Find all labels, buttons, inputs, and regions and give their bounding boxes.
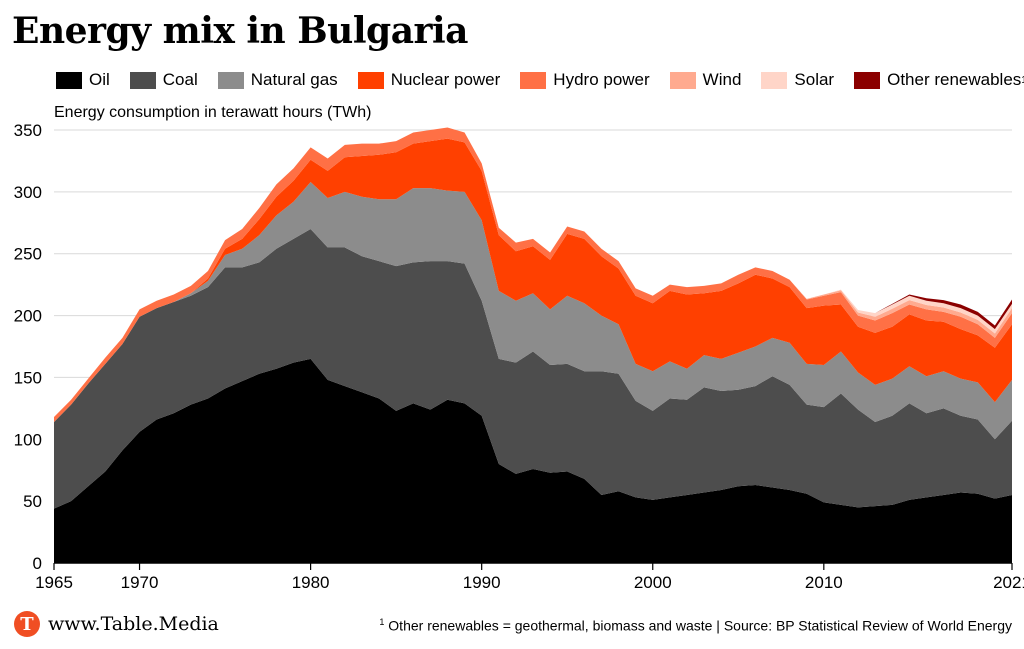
y-tick-label-300: 300 (14, 183, 42, 202)
x-tick-label-2021: 2021 (993, 573, 1024, 592)
y-tick-label-250: 250 (14, 245, 42, 264)
y-tick-label-50: 50 (23, 492, 42, 511)
legend-item-solar: Solar (761, 70, 834, 90)
legend-item-nuclear-power: Nuclear power (357, 70, 501, 90)
source-note: 1 Other renewables = geothermal, biomass… (379, 617, 1012, 634)
legend-swatch-coal (129, 71, 156, 89)
source-footnote-marker: 1 (379, 617, 385, 627)
x-tick-label-1965: 1965 (35, 573, 73, 592)
x-tick-label-2010: 2010 (805, 573, 843, 592)
legend-swatch-wind (669, 71, 696, 89)
legend-item-wind: Wind (669, 70, 742, 90)
area-nuclear-power (54, 138, 1012, 422)
legend-footnote-marker: 1 (1021, 75, 1024, 86)
legend-swatch-nuclear-power (357, 71, 384, 89)
legend-item-coal: Coal (129, 70, 198, 90)
area-series (54, 127, 1012, 563)
y-tick-label-350: 350 (14, 121, 42, 140)
legend-swatch-other-renewables (854, 71, 881, 89)
legend-label-other-renewables: Other renewables (887, 70, 1022, 89)
x-tick-label-1970: 1970 (121, 573, 159, 592)
y-tick-label-0: 0 (33, 554, 42, 573)
legend-label-natural-gas: Natural gas (250, 70, 338, 89)
brand-logo: T www.Table.Media (14, 611, 219, 637)
chart-legend: Oil Coal Natural gas Nuclear power Hydro… (56, 70, 1024, 90)
legend-swatch-natural-gas (217, 71, 244, 89)
y-axis-label: Energy consumption in terawatt hours (TW… (54, 104, 372, 121)
x-tick-label-1980: 1980 (292, 573, 330, 592)
x-tick-label-1990: 1990 (463, 573, 501, 592)
legend-swatch-hydro-power (520, 71, 547, 89)
legend-label-nuclear-power: Nuclear power (390, 70, 501, 89)
axes: 0 50 100 150 200 250 300 350 1965 1970 1980 1990 200… (14, 121, 1024, 592)
legend-label-oil: Oil (89, 70, 110, 89)
legend-label-hydro-power: Hydro power (553, 70, 650, 89)
legend-label-solar: Solar (794, 70, 835, 89)
legend-swatch-oil (56, 71, 82, 89)
area-oil (54, 358, 1012, 563)
y-tick-label-150: 150 (14, 368, 42, 387)
legend-label-coal: Coal (162, 70, 198, 89)
x-tick-label-2000: 2000 (634, 573, 672, 592)
y-tick-label-100: 100 (14, 430, 42, 449)
legend-item-hydro-power: Hydro power (520, 70, 650, 90)
chart-title: Energy mix in Bulgaria (12, 10, 469, 52)
legend-item-oil: Oil (56, 70, 110, 90)
legend-label-wind: Wind (702, 70, 742, 89)
legend-item-natural-gas: Natural gas (217, 70, 338, 90)
area-coal (54, 228, 1012, 509)
table-media-logo-icon: T (14, 611, 40, 637)
area-natural-gas (54, 181, 1012, 440)
legend-item-other-renewables: Other renewables1 (854, 70, 1024, 90)
legend-swatch-solar (761, 71, 788, 89)
brand-site-name: www.Table.Media (48, 613, 219, 635)
y-tick-label-200: 200 (14, 307, 42, 326)
source-text: Other renewables = geothermal, biomass a… (388, 617, 1012, 634)
